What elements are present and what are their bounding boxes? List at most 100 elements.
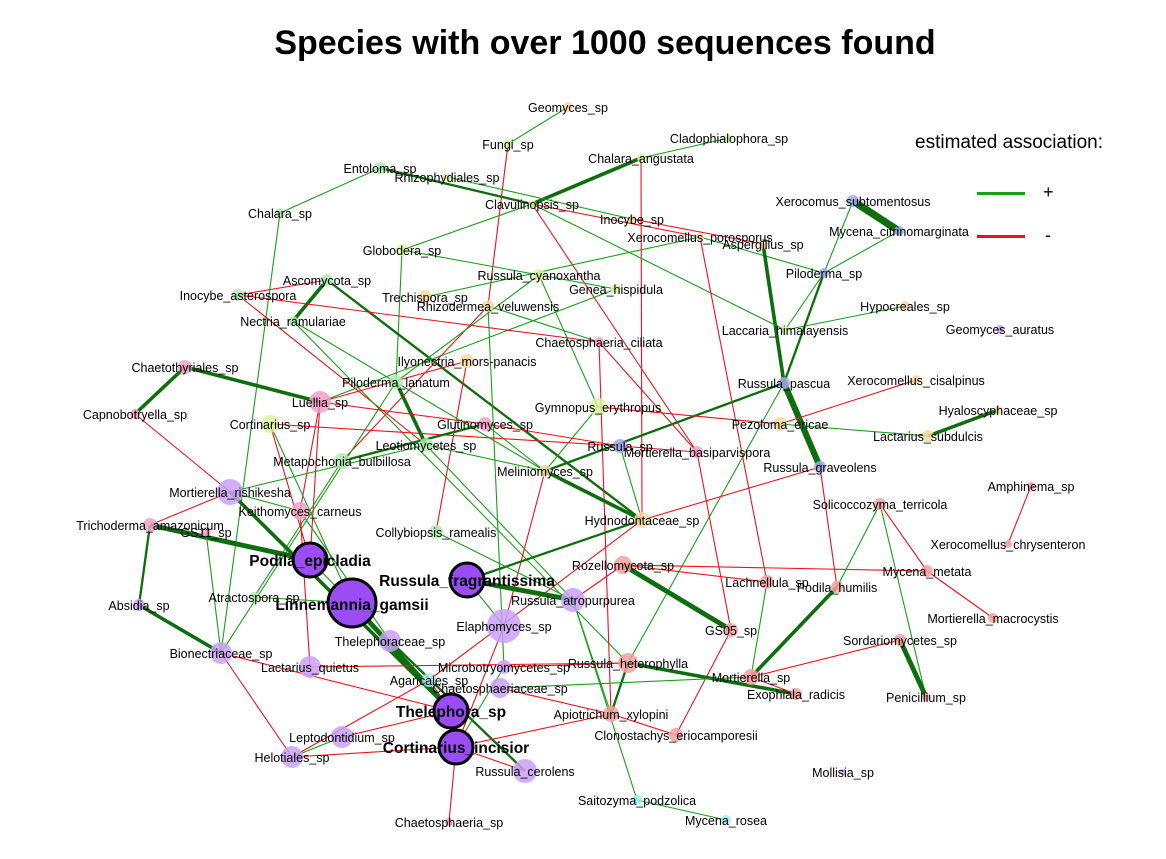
- node-Nectria_ramulariae[interactable]: [288, 316, 298, 326]
- node-Penicillium_sp[interactable]: [922, 693, 930, 701]
- node-Chalara_angustata[interactable]: [637, 154, 645, 162]
- node-Metapochonia_bulbillosa[interactable]: [334, 453, 350, 469]
- node-Xerocomus_subtomentosus[interactable]: [847, 195, 859, 207]
- node-Saitozyma_podzolica[interactable]: [632, 795, 642, 805]
- node-Lactarius_quietus[interactable]: [299, 656, 321, 678]
- node-Linnemannia_gamsii[interactable]: [326, 577, 378, 629]
- node-Solicoccozyma_terricola[interactable]: [874, 498, 886, 510]
- node-Cladophialophora_sp[interactable]: [725, 134, 733, 142]
- node-Pezoloma_ericae[interactable]: [773, 417, 787, 431]
- node-Hyaloscyphaceae_sp[interactable]: [994, 406, 1002, 414]
- node-Exophiala_radicis[interactable]: [790, 688, 802, 700]
- node-Keithomyces_carneus[interactable]: [291, 502, 309, 520]
- node-Geomyces_auratus[interactable]: [996, 325, 1004, 333]
- node-Genea_hispidula[interactable]: [611, 284, 621, 294]
- node-Mycena_rosea[interactable]: [721, 815, 731, 825]
- node-Lactarius_subdulcis[interactable]: [922, 430, 934, 442]
- node-GS05_sp[interactable]: [724, 623, 738, 637]
- edge-Sordariomycetes_sp-Penicillium_sp: [897, 638, 929, 699]
- node-label-Atractospora_sp: Atractospora_sp: [208, 591, 299, 605]
- node-Podila_epicladia[interactable]: [291, 541, 329, 579]
- node-Agaricales_sp[interactable]: [422, 673, 436, 687]
- node-Gymnopus_erythropus[interactable]: [589, 398, 607, 416]
- edge-Bionectriaceae_sp-Helotiales_sp: [220, 652, 293, 758]
- node-Atractospora_sp[interactable]: [249, 592, 259, 602]
- node-Chaetosphaeriaceae_sp[interactable]: [490, 678, 510, 698]
- node-Xerocomellus_cisalpinus[interactable]: [911, 375, 921, 385]
- node-Chaetosphaeria_sp[interactable]: [445, 818, 453, 826]
- edge-Luellia_sp-Glutinomyces_sp: [319, 401, 486, 425]
- edge-Chaetothyriales_sp-Luellia_sp: [184, 365, 321, 404]
- node-Piloderma_lanatum[interactable]: [389, 375, 403, 389]
- node-Mortierella_rishikesha[interactable]: [217, 479, 243, 505]
- node-Clonostachys_eriocamporesii[interactable]: [669, 728, 683, 742]
- node-Inocybe_asterospora[interactable]: [232, 289, 244, 301]
- edge-Mortierella_sp-Chaetosphaeriaceae_sp: [499, 676, 752, 689]
- node-Bionectriaceae_sp[interactable]: [210, 642, 232, 664]
- node-label-Saitozyma_podzolica: Saitozyma_podzolica: [578, 794, 696, 808]
- node-Russula_graveolens[interactable]: [814, 461, 826, 473]
- node-Laccaria_himalayensis[interactable]: [781, 326, 789, 334]
- node-Collybiopsis_ramealis[interactable]: [429, 525, 443, 539]
- node-Cortinarius_incisior[interactable]: [437, 728, 475, 766]
- node-Aspergillus_sp[interactable]: [758, 239, 768, 249]
- node-Thelephora_sp[interactable]: [432, 692, 470, 730]
- node-Rhizodermea_veluwensis[interactable]: [482, 300, 494, 312]
- node-label-Apiotrichum_xylopini: Apiotrichum_xylopini: [554, 708, 669, 722]
- node-Capnobotryella_sp[interactable]: [130, 409, 140, 419]
- node-Mortierella_basiparvispora[interactable]: [691, 446, 703, 458]
- node-Mycena_citrinomarginata[interactable]: [894, 226, 904, 236]
- node-Russula_atropurpurea[interactable]: [561, 588, 585, 612]
- node-Russula_heterophylla[interactable]: [618, 653, 638, 673]
- node-Meliniomyces_sp[interactable]: [539, 465, 551, 477]
- node-Hypocreales_sp[interactable]: [900, 301, 910, 311]
- node-Fungi_sp[interactable]: [503, 139, 513, 149]
- node-Amphinema_sp[interactable]: [1027, 482, 1035, 490]
- node-Podila_humilis[interactable]: [831, 581, 843, 593]
- node-Leotiomycetes_sp[interactable]: [419, 438, 433, 452]
- node-Chaetosphaeria_ciliata[interactable]: [594, 337, 604, 347]
- node-Glutinomyces_sp[interactable]: [478, 417, 492, 431]
- node-Thelephoraceae_sp[interactable]: [379, 630, 401, 652]
- node-Sordariomycetes_sp[interactable]: [894, 634, 906, 646]
- node-Microbotryomycetes_sp[interactable]: [497, 660, 511, 674]
- node-Rhizophydiales_sp[interactable]: [443, 173, 451, 181]
- node-Globodera_sp[interactable]: [396, 244, 408, 256]
- node-Helotiales_sp[interactable]: [281, 746, 303, 768]
- node-Ilyonectria_mors-panacis[interactable]: [460, 354, 474, 368]
- node-label-Cortinarius_sp: Cortinarius_sp: [230, 418, 311, 432]
- node-Russula_cyanoxantha[interactable]: [533, 269, 545, 281]
- node-Luellia_sp[interactable]: [309, 391, 331, 413]
- node-Mollisia_sp[interactable]: [840, 769, 846, 775]
- node-Rozellomycota_sp[interactable]: [614, 556, 632, 574]
- node-Mortierella_macrocystis[interactable]: [988, 613, 998, 623]
- node-Leptodontidium_sp[interactable]: [331, 726, 353, 748]
- node-Apiotrichum_xylopini[interactable]: [603, 706, 619, 722]
- node-Elaphomyces_sp[interactable]: [487, 609, 521, 643]
- node-Chalara_sp[interactable]: [275, 208, 285, 218]
- node-Mycena_metata[interactable]: [921, 565, 933, 577]
- node-GS11_sp[interactable]: [201, 527, 211, 537]
- edge-Piloderma_sp-Russula_pascua: [782, 272, 826, 384]
- edge-Xerocomellus_porosporus-Piloderma_sp: [699, 236, 825, 274]
- node-Russula_pascua[interactable]: [778, 377, 790, 389]
- node-Russula_fragrantissima[interactable]: [448, 561, 486, 599]
- node-Entoloma_sp[interactable]: [374, 162, 386, 174]
- node-Piloderma_sp[interactable]: [819, 268, 829, 278]
- node-Trechispora_sp[interactable]: [418, 290, 432, 304]
- node-Hydnodontaceae_sp[interactable]: [634, 512, 650, 528]
- node-Clavulinopsis_sp[interactable]: [528, 200, 536, 208]
- node-Chaetothyriales_sp[interactable]: [178, 360, 192, 374]
- node-Russula_cerolens[interactable]: [513, 759, 537, 783]
- node-Ascomycota_sp[interactable]: [321, 274, 333, 286]
- node-Mortierella_sp[interactable]: [743, 669, 759, 685]
- node-Trichoderma_amazonicum[interactable]: [143, 518, 157, 532]
- node-Lachnellula_sp[interactable]: [760, 575, 774, 589]
- node-Russula_sp[interactable]: [613, 439, 627, 453]
- node-Xerocomellus_porosporus[interactable]: [696, 233, 704, 241]
- node-Inocybe_sp[interactable]: [628, 215, 636, 223]
- node-Xerocomellus_chrysenteron[interactable]: [1004, 540, 1012, 548]
- node-Absidia_sp[interactable]: [133, 599, 145, 611]
- node-Geomyces_sp[interactable]: [563, 102, 573, 112]
- node-Cortinarius_sp[interactable]: [261, 415, 279, 433]
